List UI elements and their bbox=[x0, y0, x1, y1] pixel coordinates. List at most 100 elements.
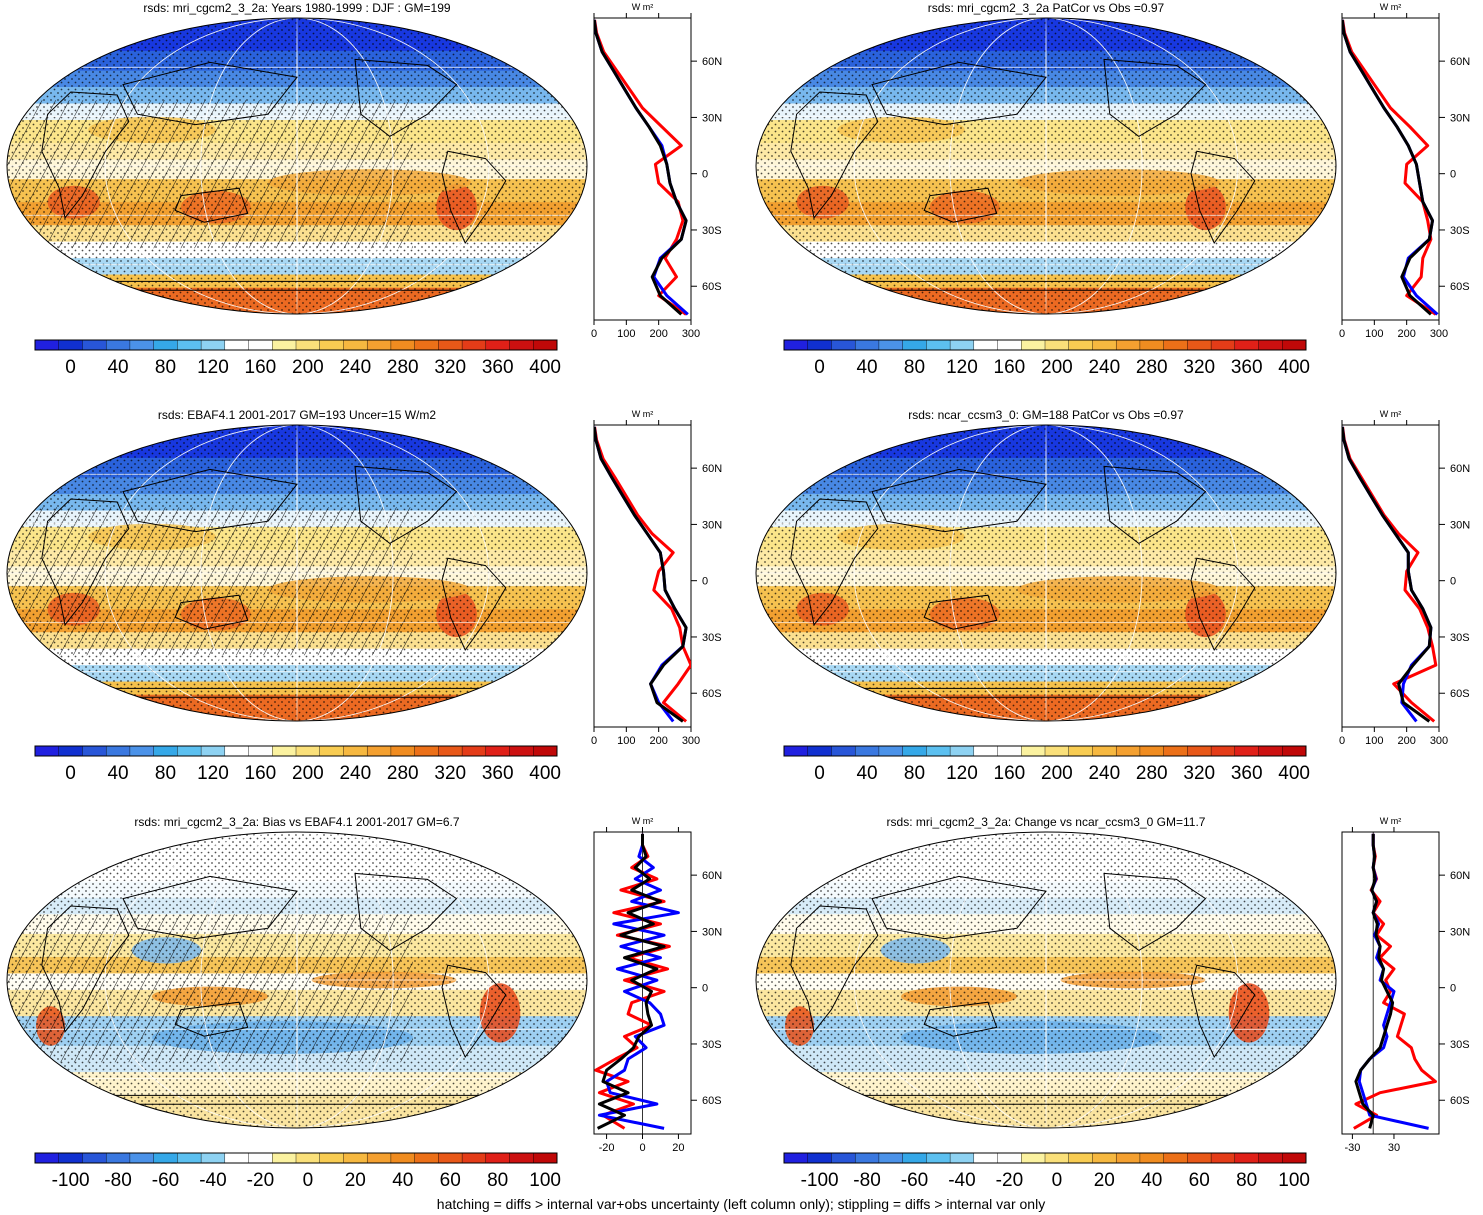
colorbar-swatch bbox=[926, 339, 951, 351]
colorbar-swatch bbox=[414, 339, 439, 351]
lat-tick-label: 30N bbox=[1450, 519, 1470, 531]
colorbar-label: 320 bbox=[1183, 357, 1215, 378]
colorbar-label: 80 bbox=[904, 357, 925, 378]
colorbar-label: 0 bbox=[814, 763, 825, 784]
x-tick-label: 200 bbox=[1397, 735, 1415, 747]
x-tick-label: 0 bbox=[639, 1142, 645, 1154]
hatching bbox=[7, 914, 413, 1063]
colorbar-swatch bbox=[390, 1152, 416, 1164]
colorbar-label: 100 bbox=[1278, 1170, 1310, 1191]
colorbar-swatch bbox=[1139, 339, 1165, 351]
colorbar-swatch bbox=[1163, 1152, 1188, 1164]
profile-series-1 bbox=[594, 19, 687, 316]
lat-tick-label: 60S bbox=[702, 281, 722, 293]
colorbar-label: 80 bbox=[487, 1170, 508, 1191]
zonal-profile: 60N 30N 0 30S 60S -30 30 W m² bbox=[1341, 816, 1470, 1154]
colorbar: -100 -80 -60 -40 -20 0 20 40 60 80 100 bbox=[783, 1152, 1310, 1191]
coastline bbox=[441, 557, 507, 652]
panel-title: rsds: ncar_ccsm3_0: GM=188 PatCor vs Obs… bbox=[908, 408, 1184, 422]
x-tick-label: 100 bbox=[1365, 328, 1383, 340]
colorbar-border bbox=[783, 339, 1307, 351]
colorbar-label: 120 bbox=[197, 763, 229, 784]
panel-1: rsds: mri_cgcm2_3_2a: Years 1980-1999 : … bbox=[6, 1, 722, 378]
map-border bbox=[6, 17, 588, 315]
lat-tick-label: 30S bbox=[1450, 1039, 1470, 1051]
graticule-lon bbox=[200, 832, 394, 1128]
colorbar-swatch bbox=[878, 1152, 904, 1164]
x-tick-label: 200 bbox=[1397, 328, 1415, 340]
colorbar-label: 0 bbox=[65, 763, 76, 784]
colorbar-label: 240 bbox=[339, 763, 371, 784]
colorbar-swatch bbox=[343, 339, 368, 351]
lat-tick-label: 30S bbox=[1450, 632, 1470, 644]
colorbar-swatch bbox=[366, 1152, 392, 1164]
colorbar-label: 320 bbox=[1183, 763, 1215, 784]
colorbar-label: 400 bbox=[529, 357, 561, 378]
graticule-lon bbox=[1045, 425, 1047, 721]
colorbar-swatch bbox=[295, 745, 321, 757]
colorbar-label: 160 bbox=[245, 763, 277, 784]
colorbar-swatch bbox=[485, 1152, 511, 1164]
colorbar-swatch bbox=[533, 745, 558, 757]
colorbar-label: 360 bbox=[482, 357, 514, 378]
colorbar-swatch bbox=[105, 1152, 131, 1164]
colorbar-swatch bbox=[129, 339, 155, 351]
colorbar-swatch bbox=[272, 745, 297, 757]
colorbar-label: 360 bbox=[482, 763, 514, 784]
coastline bbox=[354, 465, 458, 545]
colorbar-swatch bbox=[783, 1152, 809, 1164]
colorbar-swatch bbox=[854, 339, 880, 351]
lat-tick-label: 30S bbox=[702, 225, 722, 237]
colorbar-swatch bbox=[902, 339, 927, 351]
profile-series-group bbox=[1342, 426, 1438, 723]
colorbar-label: 60 bbox=[440, 1170, 461, 1191]
colorbar-swatch bbox=[105, 339, 131, 351]
colorbar-swatch bbox=[807, 339, 832, 351]
colorbar-swatch bbox=[82, 1152, 107, 1164]
graticule-lon bbox=[1045, 832, 1047, 1128]
zonal-profile: 60N 30N 0 30S 60S 0 100 200 300 W m² bbox=[591, 2, 722, 340]
colorbar-swatch bbox=[973, 339, 999, 351]
colorbar-swatch bbox=[485, 745, 511, 757]
profile-series-group bbox=[1353, 833, 1437, 1130]
colorbar-swatch bbox=[82, 339, 107, 351]
panel-title: rsds: mri_cgcm2_3_2a: Years 1980-1999 : … bbox=[143, 1, 450, 15]
colorbar-label: 20 bbox=[1094, 1170, 1115, 1191]
lat-tick-label: 60N bbox=[702, 463, 722, 475]
colorbar-swatch bbox=[129, 745, 155, 757]
colorbar-swatch bbox=[1163, 745, 1188, 757]
colorbar-label: 80 bbox=[155, 357, 176, 378]
panel-title: rsds: EBAF4.1 2001-2017 GM=193 Uncer=15 … bbox=[158, 408, 436, 422]
colorbar-swatch bbox=[272, 339, 297, 351]
panel-2: rsds: mri_cgcm2_3_2a PatCor vs Obs =0.97… bbox=[755, 1, 1470, 378]
footer-note: hatching = diffs > internal var+obs unce… bbox=[437, 1196, 1045, 1212]
colorbar-label: 40 bbox=[107, 763, 128, 784]
map-field bbox=[7, 832, 587, 1128]
coastline bbox=[174, 187, 249, 223]
lat-tick-label: 60S bbox=[702, 688, 722, 700]
colorbar-swatch bbox=[58, 339, 83, 351]
colorbar-label: 0 bbox=[814, 357, 825, 378]
lat-tick-label: 60S bbox=[1450, 1095, 1470, 1107]
colorbar-swatch bbox=[224, 745, 250, 757]
x-tick-label: -20 bbox=[599, 1142, 615, 1154]
colorbar-label: 40 bbox=[856, 763, 877, 784]
colorbar-swatch bbox=[997, 339, 1022, 351]
colorbar-swatch bbox=[438, 1152, 463, 1164]
profile-series-3 bbox=[1354, 833, 1395, 1129]
profile-series-1 bbox=[1342, 19, 1437, 316]
map-border bbox=[755, 424, 1337, 722]
coastline bbox=[871, 61, 1047, 126]
colorbar-swatch bbox=[1115, 745, 1141, 757]
colorbar-swatch bbox=[926, 745, 951, 757]
colorbar-swatch bbox=[248, 339, 273, 351]
map-border bbox=[755, 17, 1337, 315]
graticule-lon bbox=[104, 18, 490, 314]
colorbar-swatch bbox=[485, 339, 511, 351]
lat-tick-label: 60S bbox=[702, 1095, 722, 1107]
colorbar-border bbox=[783, 745, 1307, 757]
x-tick-label: 200 bbox=[649, 735, 667, 747]
coastline bbox=[441, 150, 507, 245]
hatching bbox=[7, 507, 413, 656]
lat-tick-label: 30N bbox=[702, 519, 722, 531]
